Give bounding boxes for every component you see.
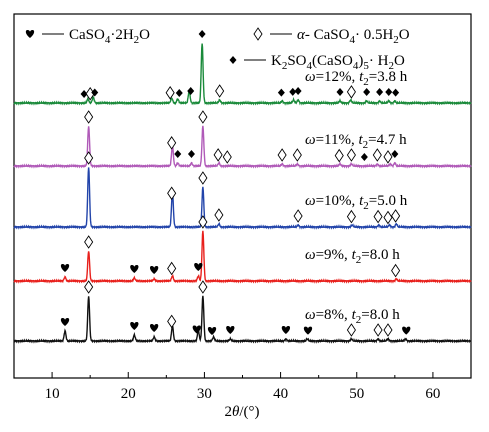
series-11pct: ω=11%, t2=4.7 h bbox=[13, 110, 472, 169]
series-label: ω=10%, t2=5.0 h bbox=[305, 193, 408, 212]
peak-marker-diamond-filled bbox=[294, 86, 302, 95]
peak-marker-diamond-open bbox=[334, 148, 344, 163]
peak-marker-heart bbox=[60, 318, 70, 326]
peak-marker-diamond-filled bbox=[175, 89, 183, 98]
series-9pct: ω=9%, t2=8.0 h bbox=[13, 215, 472, 284]
peak-marker-heart bbox=[303, 326, 313, 335]
peak-marker-diamond-open bbox=[222, 150, 232, 164]
peak-marker-diamond-open bbox=[167, 314, 177, 329]
peak-marker-diamond-filled bbox=[363, 88, 371, 96]
peak-marker-diamond-open bbox=[292, 148, 302, 162]
peak-marker-diamond-filled bbox=[385, 88, 393, 96]
peak-marker-heart bbox=[281, 326, 291, 334]
peak-marker-diamond-open bbox=[391, 209, 401, 223]
series-label: ω=11%, t2=4.7 h bbox=[305, 132, 407, 151]
x-axis-title: 2θ/(°) bbox=[224, 404, 259, 420]
series-trace bbox=[13, 167, 472, 230]
peak-marker-heart bbox=[130, 265, 139, 273]
peak-marker-diamond-filled bbox=[336, 88, 344, 96]
legend-label: α- CaSO4· 0.5H2O bbox=[297, 27, 410, 46]
x-tick-label: 30 bbox=[197, 386, 212, 402]
x-tick-label: 20 bbox=[121, 386, 136, 402]
peak-marker-diamond-open bbox=[391, 263, 401, 278]
peak-marker-heart bbox=[402, 326, 411, 335]
peak-marker-diamond-open bbox=[84, 110, 94, 124]
series-label: ω=12%, t2=3.8 h bbox=[305, 69, 408, 88]
x-tick-label: 10 bbox=[45, 386, 60, 402]
peak-marker-heart bbox=[192, 325, 201, 334]
peak-marker-diamond-open bbox=[215, 84, 225, 98]
peak-marker-diamond-filled bbox=[174, 150, 182, 158]
peak-marker-diamond-filled bbox=[198, 30, 206, 38]
peak-marker-diamond-open bbox=[373, 209, 383, 224]
peak-marker-diamond-open bbox=[214, 208, 224, 222]
peak-marker-diamond-open bbox=[167, 261, 177, 276]
peak-marker-diamond-filled bbox=[80, 89, 88, 98]
x-tick-label: 60 bbox=[425, 386, 440, 402]
series-label: ω=9%, t2=8.0 h bbox=[305, 247, 400, 266]
peak-marker-diamond-filled bbox=[360, 153, 368, 161]
legend-marker-diamond-open bbox=[253, 27, 263, 41]
peak-marker-diamond-open bbox=[383, 210, 393, 225]
peak-marker-diamond-open bbox=[346, 148, 356, 162]
peak-marker-diamond-open bbox=[277, 148, 287, 162]
peak-marker-heart bbox=[150, 324, 159, 332]
peak-marker-heart bbox=[207, 327, 217, 336]
peak-marker-diamond-open bbox=[383, 150, 393, 164]
peak-marker-diamond-open bbox=[346, 323, 356, 337]
peak-marker-diamond-filled bbox=[91, 88, 99, 97]
series-trace bbox=[13, 295, 472, 344]
peak-marker-diamond-open bbox=[198, 171, 208, 185]
peak-marker-diamond-filled bbox=[187, 150, 195, 158]
peak-marker-diamond-open bbox=[198, 280, 208, 294]
peak-marker-diamond-open bbox=[346, 209, 356, 224]
peak-marker-diamond-open bbox=[84, 235, 94, 249]
peak-marker-diamond-filled bbox=[376, 88, 384, 96]
peak-marker-diamond-open bbox=[346, 85, 356, 99]
peak-marker-heart bbox=[226, 326, 235, 334]
peak-marker-diamond-filled bbox=[277, 88, 285, 97]
peak-marker-diamond-filled bbox=[187, 87, 195, 96]
peak-marker-diamond-open bbox=[213, 148, 223, 162]
peak-marker-diamond-open bbox=[167, 136, 177, 150]
peak-marker-diamond-open bbox=[198, 110, 208, 124]
legend-marker-heart bbox=[25, 30, 35, 38]
peak-marker-heart bbox=[130, 322, 139, 330]
series-trace bbox=[13, 43, 472, 106]
peak-marker-diamond-open bbox=[293, 209, 303, 223]
legend-label: CaSO4·2H2O bbox=[69, 27, 150, 46]
peak-marker-diamond-open bbox=[373, 323, 383, 337]
peak-marker-diamond-open bbox=[383, 323, 393, 337]
peak-marker-diamond-filled bbox=[289, 87, 297, 96]
peak-marker-diamond-filled bbox=[391, 150, 399, 158]
peak-marker-diamond-open bbox=[198, 215, 208, 229]
series-8pct: ω=8%, t2=8.0 h bbox=[13, 280, 472, 344]
series-10pct: ω=10%, t2=5.0 h bbox=[13, 151, 472, 230]
peak-marker-diamond-open bbox=[84, 151, 94, 165]
x-tick-label: 40 bbox=[273, 386, 288, 402]
peak-marker-heart bbox=[150, 266, 159, 274]
peak-marker-diamond-open bbox=[165, 85, 175, 100]
legend: CaSO4·2H2O α- CaSO4· 0.5H2O K2SO4(CaSO4)5·… bbox=[25, 27, 410, 72]
peak-marker-diamond-open bbox=[84, 280, 94, 294]
x-axis: 10 20 30 40 50 60 bbox=[13, 372, 472, 402]
series-layer: ω=12%, t2=3.8 h ω=11%, t2=4.7 h ω=10%, t2=… bbox=[13, 30, 472, 344]
series-label: ω=8%, t2=8.0 h bbox=[305, 307, 400, 326]
legend-label: K2SO4(CaSO4)5· H2O bbox=[271, 53, 405, 72]
peak-marker-diamond-open bbox=[372, 148, 382, 162]
legend-marker-diamond-filled bbox=[229, 56, 237, 64]
peak-marker-heart bbox=[194, 262, 203, 271]
series-trace bbox=[13, 230, 472, 284]
peak-marker-heart bbox=[60, 264, 70, 272]
x-tick-label: 50 bbox=[349, 386, 364, 402]
peak-marker-diamond-filled bbox=[392, 88, 400, 97]
peak-marker-diamond-open bbox=[167, 186, 177, 201]
series-12pct: ω=12%, t2=3.8 h bbox=[13, 30, 472, 106]
